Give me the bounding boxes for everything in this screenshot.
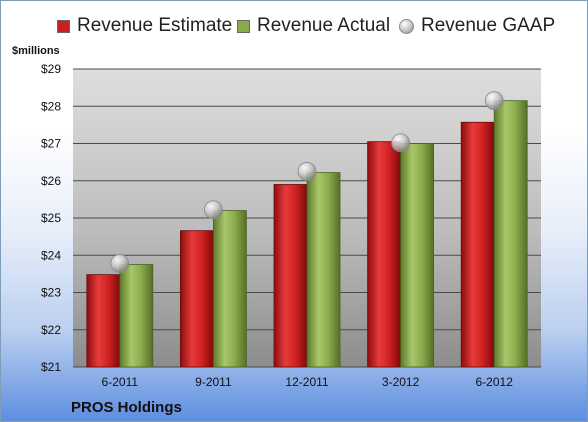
- bar-revenue-estimate: [179, 230, 214, 368]
- bar-revenue-actual: [212, 210, 247, 368]
- bar-revenue-actual: [493, 100, 528, 368]
- legend-swatch-red-icon: [57, 19, 70, 33]
- y-axis-ticks: $21 $22 $23 $24 $25 $26 $27 $28 $29: [41, 62, 61, 374]
- y-tick-label: $27: [41, 137, 61, 151]
- legend-label-revenue-actual: Revenue Actual: [257, 15, 391, 36]
- y-axis-unit-label: $millions: [12, 45, 60, 57]
- y-tick-label: $25: [41, 211, 61, 225]
- y-tick-label: $23: [41, 286, 61, 300]
- marker-revenue-gaap: [484, 91, 504, 111]
- legend-marker-gray-icon: [399, 18, 414, 34]
- x-axis-ticks: 6-2011 9-2011 12-2011 3-2012 6-2012: [102, 375, 514, 389]
- x-tick-label: 6-2012: [476, 375, 514, 389]
- legend-item-revenue-actual: Revenue Actual: [237, 15, 390, 37]
- legend-label-revenue-gaap: Revenue GAAP: [421, 15, 556, 36]
- bar-revenue-actual: [119, 264, 154, 368]
- legend-item-revenue-gaap: Revenue GAAP: [399, 15, 555, 37]
- marker-revenue-gaap: [110, 254, 130, 273]
- gaap-markers: [110, 91, 504, 273]
- bar-revenue-estimate: [273, 184, 308, 368]
- bars: [86, 100, 528, 368]
- y-tick-label: $22: [41, 323, 61, 337]
- legend: Revenue Estimate Revenue Actual Revenue …: [1, 15, 587, 43]
- marker-revenue-gaap: [203, 200, 223, 220]
- legend-swatch-green-icon: [237, 19, 250, 33]
- y-tick-label: $26: [41, 174, 61, 188]
- legend-item-revenue-estimate: Revenue Estimate: [57, 15, 232, 37]
- x-tick-label: 9-2011: [195, 375, 232, 389]
- marker-revenue-gaap: [391, 133, 411, 153]
- x-tick-label: 6-2011: [102, 375, 139, 389]
- x-tick-label: 12-2011: [285, 375, 328, 389]
- y-tick-label: $28: [41, 99, 61, 113]
- bar-revenue-actual: [306, 172, 341, 368]
- y-tick-label: $29: [41, 62, 61, 76]
- bar-revenue-estimate: [86, 274, 121, 368]
- bar-revenue-estimate: [367, 141, 402, 368]
- bar-revenue-estimate: [460, 121, 495, 368]
- bar-revenue-actual: [400, 143, 435, 368]
- x-tick-label: 3-2012: [382, 375, 420, 389]
- y-tick-label: $24: [41, 248, 61, 262]
- company-name: PROS Holdings: [71, 399, 182, 416]
- y-tick-label: $21: [41, 360, 61, 374]
- marker-revenue-gaap: [297, 162, 317, 181]
- legend-label-revenue-estimate: Revenue Estimate: [77, 15, 233, 36]
